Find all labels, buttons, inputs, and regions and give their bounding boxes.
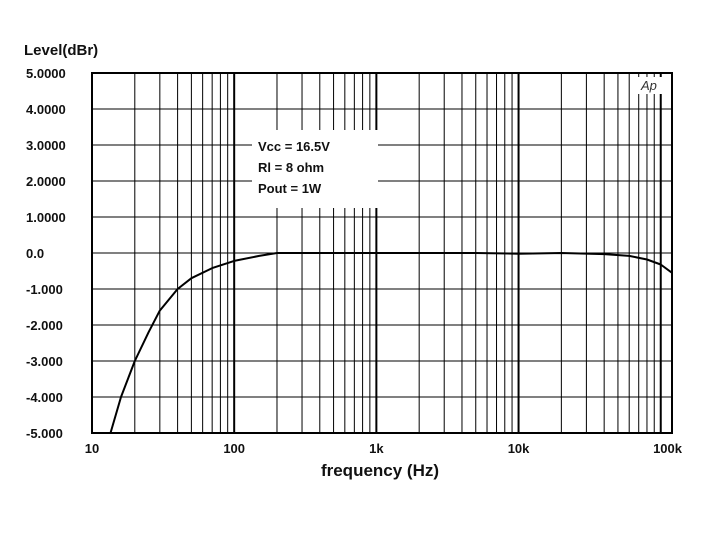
annotation-box: Vcc = 16.5V Rl = 8 ohm Pout = 1W: [252, 130, 378, 208]
x-axis-ticks: 10 100 1k 10k 100k: [85, 441, 683, 456]
series-line-level: [109, 252, 673, 434]
y-axis-label: Level(dBr): [24, 42, 98, 59]
ap-logo-background: [634, 77, 668, 94]
y-tick-label: 2.0000: [26, 174, 66, 189]
annotation-rl: Rl = 8 ohm: [258, 160, 324, 175]
x-tick-label: 100: [223, 441, 245, 456]
y-axis-ticks: 5.0000 4.0000 3.0000 2.0000 1.0000 0.0 -1.000 -…: [26, 66, 66, 441]
y-tick-label: 4.0000: [26, 102, 66, 117]
y-tick-label: -2.000: [26, 318, 63, 333]
y-tick-label: -3.000: [26, 354, 63, 369]
annotation-vcc: Vcc = 16.5V: [258, 139, 330, 154]
series-group: [109, 252, 673, 434]
plot-border: [91, 72, 673, 434]
y-tick-label: -5.000: [26, 426, 63, 441]
x-tick-label: 10k: [508, 441, 530, 456]
y-tick-label: -4.000: [26, 390, 63, 405]
x-tick-label: 10: [85, 441, 99, 456]
x-tick-label: 100k: [653, 441, 683, 456]
ap-logo-text: Ap: [640, 78, 657, 93]
y-tick-label: 3.0000: [26, 138, 66, 153]
y-tick-label: -1.000: [26, 282, 63, 297]
ap-logo: Ap: [634, 77, 668, 94]
annotation-background: [252, 130, 378, 208]
x-tick-label: 1k: [369, 441, 384, 456]
y-tick-label: 5.0000: [26, 66, 66, 81]
y-tick-label: 1.0000: [26, 210, 66, 225]
x-axis-label: frequency (Hz): [321, 461, 439, 480]
annotation-pout: Pout = 1W: [258, 181, 322, 196]
y-tick-label: 0.0: [26, 246, 44, 261]
